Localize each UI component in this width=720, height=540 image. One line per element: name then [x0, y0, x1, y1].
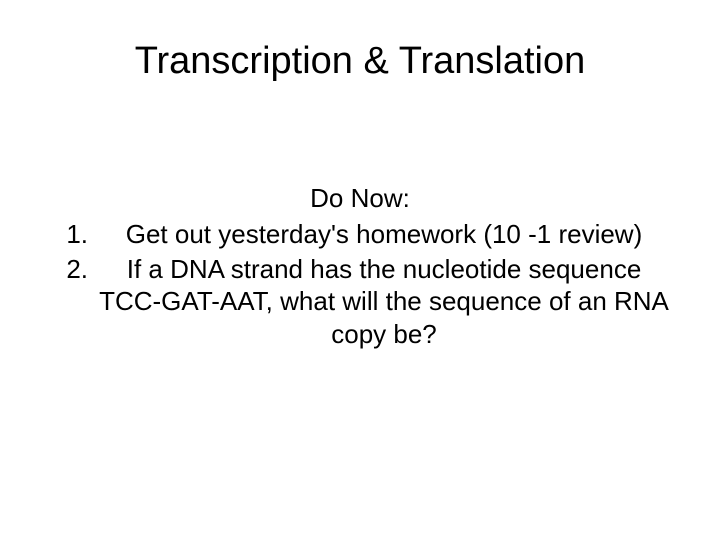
do-now-list: 1. Get out yesterday's homework (10 -1 r…: [50, 218, 670, 350]
list-text: Get out yesterday's homework (10 -1 revi…: [98, 218, 670, 251]
list-number: 1.: [50, 218, 88, 251]
slide-container: Transcription & Translation Do Now: 1. G…: [0, 0, 720, 540]
list-item: 2. If a DNA strand has the nucleotide se…: [50, 253, 670, 351]
slide-title: Transcription & Translation: [50, 40, 670, 83]
slide-subtitle: Do Now:: [50, 183, 670, 214]
list-text: If a DNA strand has the nucleotide seque…: [98, 253, 670, 351]
list-item: 1. Get out yesterday's homework (10 -1 r…: [50, 218, 670, 251]
list-number: 2.: [50, 253, 88, 351]
